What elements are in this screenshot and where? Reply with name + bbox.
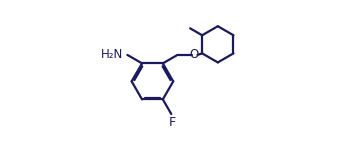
Text: H₂N: H₂N	[100, 48, 123, 61]
Text: F: F	[169, 116, 176, 129]
Text: O: O	[190, 48, 199, 61]
